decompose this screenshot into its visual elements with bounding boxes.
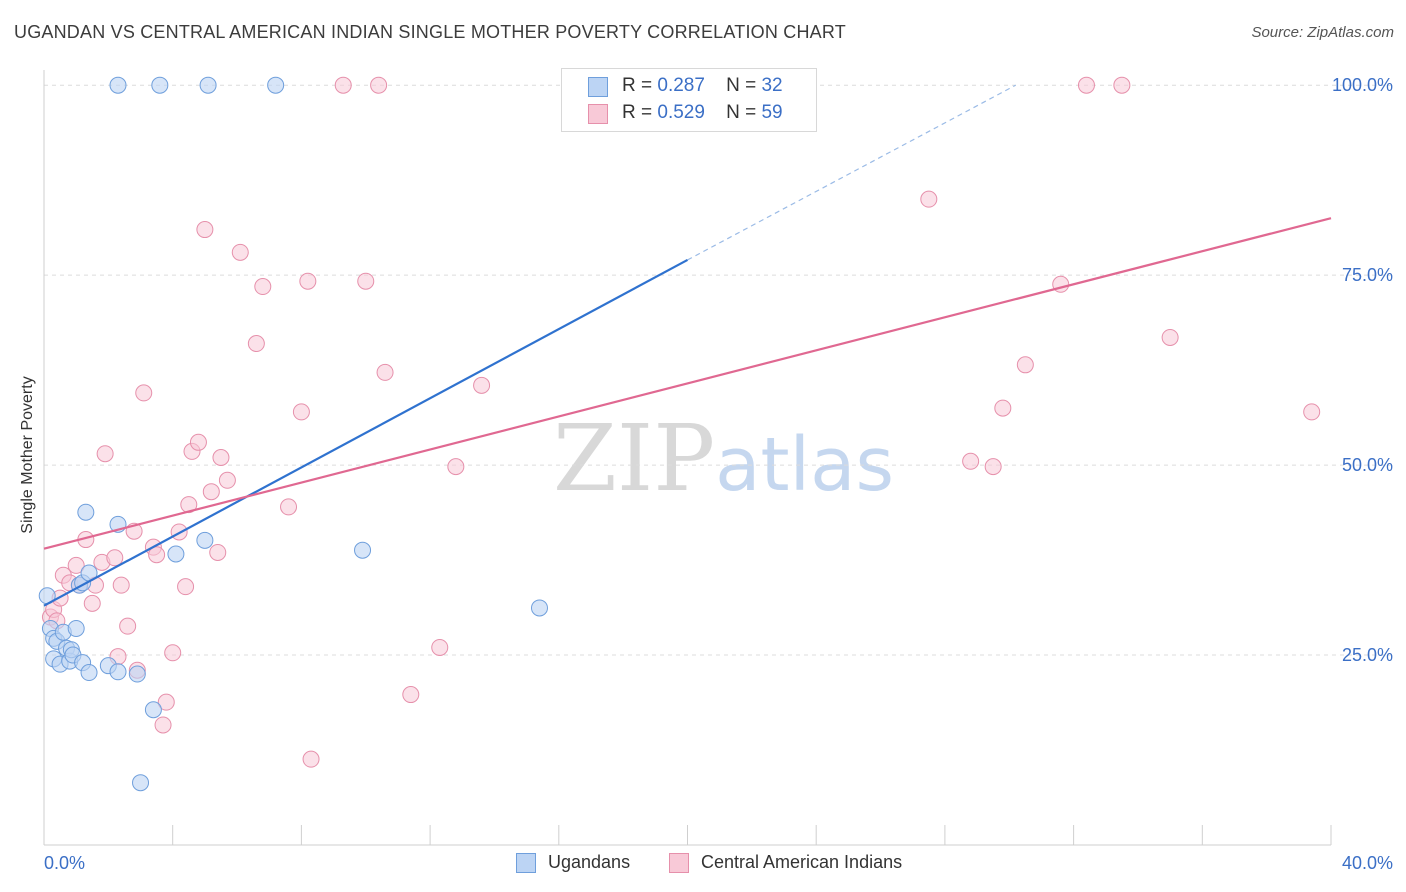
cai-point bbox=[1016, 356, 1034, 374]
cai-point bbox=[402, 686, 420, 704]
cai-point bbox=[447, 458, 465, 476]
ugandans-point bbox=[80, 664, 98, 682]
legend-n-value: 32 bbox=[761, 75, 783, 96]
axes bbox=[43, 70, 1332, 846]
y-axis-label: Single Mother Poverty bbox=[19, 376, 36, 534]
ugandans-point bbox=[128, 665, 146, 683]
cai-point bbox=[212, 449, 230, 466]
cai-point bbox=[164, 644, 182, 662]
cai-point bbox=[292, 403, 310, 421]
cai-point bbox=[280, 498, 298, 516]
ugandans-swatch bbox=[588, 77, 608, 97]
tick-labels: 25.0% 50.0% 75.0% 100.0% 0.0% 40.0% bbox=[44, 75, 1393, 873]
ugandans-point bbox=[167, 545, 185, 563]
gridlines bbox=[44, 84, 1393, 656]
cai-point bbox=[218, 471, 236, 489]
cai-point bbox=[334, 76, 352, 94]
x-tick-label: 0.0% bbox=[44, 853, 85, 873]
cai-point bbox=[962, 452, 980, 470]
legend-r-label: R = bbox=[622, 75, 653, 96]
ugandans-point bbox=[109, 663, 127, 681]
ugandans-legend-swatch bbox=[516, 853, 536, 873]
cai-point bbox=[1077, 76, 1095, 94]
ugandans-point bbox=[151, 76, 169, 94]
ugandans-trend-extension bbox=[687, 84, 1016, 261]
ugandans-trend-line bbox=[43, 258, 689, 607]
source-credit: Source: ZipAtlas.com bbox=[1251, 24, 1394, 41]
cai-point bbox=[1303, 403, 1321, 421]
cai-swatch bbox=[588, 104, 608, 124]
cai-point bbox=[473, 376, 491, 394]
ugandans-point bbox=[67, 619, 85, 637]
cai-point bbox=[231, 243, 249, 261]
legend-n-label: N = bbox=[726, 102, 757, 123]
y-tick-label: 50.0% bbox=[1342, 455, 1393, 475]
ugandans-point bbox=[267, 76, 285, 94]
chart-title: UGANDAN VS CENTRAL AMERICAN INDIAN SINGL… bbox=[14, 22, 846, 42]
ugandans-point bbox=[144, 701, 162, 719]
cai-point bbox=[920, 190, 938, 208]
cai-point bbox=[202, 483, 220, 501]
ugandans-point bbox=[199, 76, 217, 94]
trend-lines bbox=[43, 217, 1332, 607]
cai-point bbox=[135, 384, 153, 402]
cai-point bbox=[157, 693, 175, 711]
cai-point bbox=[112, 576, 130, 594]
cai-point bbox=[154, 716, 172, 734]
ugandans-points bbox=[38, 76, 548, 792]
y-tick-label: 75.0% bbox=[1342, 265, 1393, 285]
cai-point bbox=[209, 543, 227, 561]
cai-points bbox=[41, 76, 1321, 768]
legend-n-label: N = bbox=[726, 75, 757, 96]
cai-point bbox=[119, 617, 137, 635]
legend-r-value: 0.529 bbox=[657, 102, 705, 123]
ugandans-point bbox=[530, 599, 548, 617]
y-tick-label: 25.0% bbox=[1342, 645, 1393, 665]
cai-point bbox=[984, 458, 1002, 476]
cai-point bbox=[357, 272, 375, 290]
cai-point bbox=[302, 750, 320, 768]
cai-legend-swatch bbox=[669, 853, 689, 873]
cai-point bbox=[83, 594, 101, 612]
ugandans-trend-dashed bbox=[687, 84, 1016, 261]
series-legend: Ugandans Central American Indians bbox=[0, 852, 1406, 878]
cai-point bbox=[177, 578, 195, 596]
cai-point bbox=[299, 272, 317, 290]
cai-point bbox=[148, 546, 166, 564]
cai-point bbox=[189, 433, 207, 451]
cai-point bbox=[1161, 328, 1179, 346]
legend-label-cai: Central American Indians bbox=[701, 852, 903, 872]
y-tick-label: 100.0% bbox=[1332, 75, 1393, 95]
legend-label-ugandans: Ugandans bbox=[548, 852, 631, 872]
ugandans-point bbox=[77, 503, 95, 521]
ugandans-point bbox=[132, 774, 150, 792]
cai-point bbox=[247, 335, 265, 353]
cai-point bbox=[106, 549, 124, 567]
ugandans-point bbox=[109, 76, 127, 94]
cai-point bbox=[96, 445, 114, 463]
cai-point bbox=[1113, 76, 1131, 94]
ugandans-point bbox=[196, 531, 214, 549]
cai-point bbox=[370, 76, 388, 94]
cai-point bbox=[254, 278, 272, 296]
cai-point bbox=[196, 221, 214, 239]
cai-trend-line bbox=[43, 217, 1332, 550]
legend-r-value: 0.287 bbox=[657, 75, 705, 96]
cai-point bbox=[376, 363, 394, 381]
ugandans-point bbox=[354, 541, 372, 559]
cai-point bbox=[67, 556, 85, 574]
correlation-legend: R = 0.287 N = 32 R = 0.529 N = 59 bbox=[561, 68, 817, 132]
legend-n-value: 59 bbox=[761, 102, 783, 123]
cai-point bbox=[994, 399, 1012, 417]
x-tick-label: 40.0% bbox=[1342, 853, 1393, 873]
legend-r-label: R = bbox=[622, 102, 653, 123]
cai-point bbox=[431, 638, 449, 656]
